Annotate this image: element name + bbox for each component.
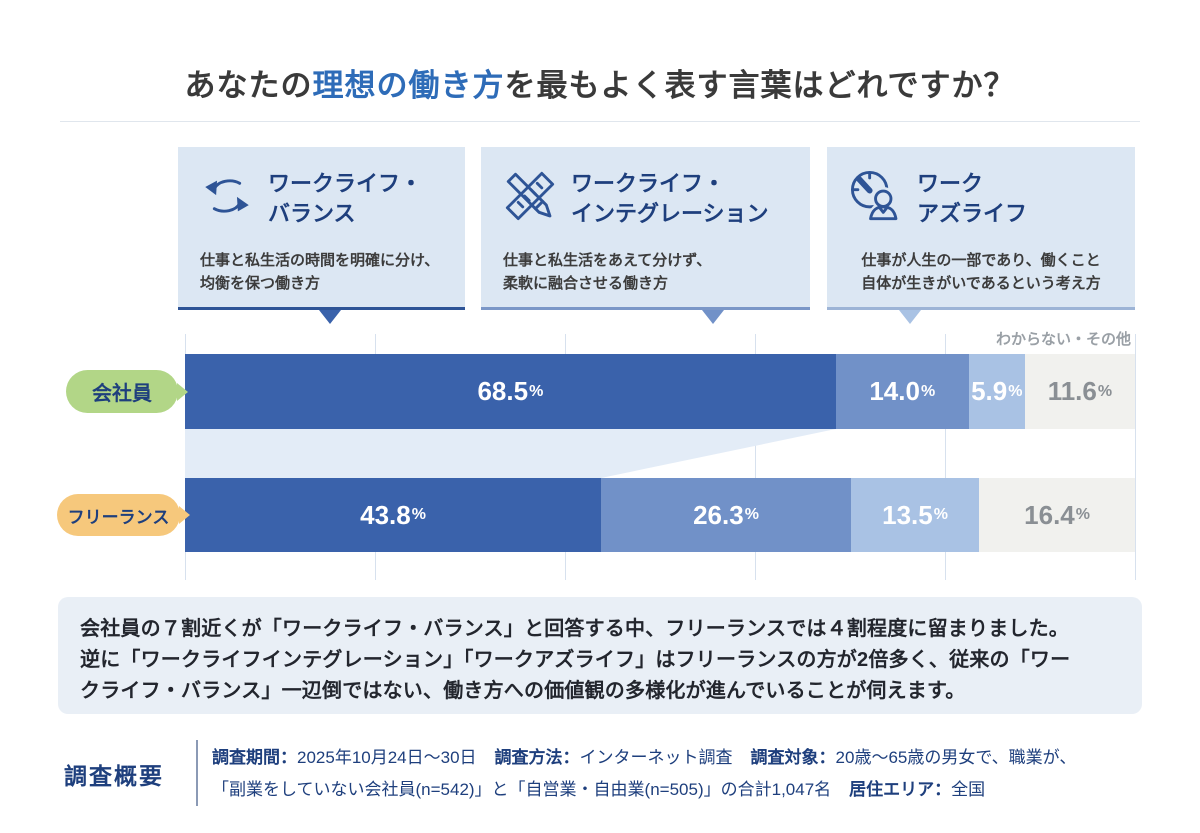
segment-value: 5.9 bbox=[971, 376, 1008, 406]
pencil-ruler-icon bbox=[501, 167, 559, 225]
card-desc-line2: 均衡を保つ働き方 bbox=[200, 275, 321, 293]
card-description: 仕事が人生の一部であり、働くこと 自体が生きがいであるという考え方 bbox=[835, 249, 1127, 296]
bar-segment: 26.3% bbox=[601, 478, 851, 552]
card-title-line1: ワークライフ・ bbox=[268, 171, 423, 196]
title-highlight: 理想の働き方 bbox=[312, 68, 505, 103]
category-card-work-life-balance: ワークライフ・ バランス 仕事と私生活の時間を明確に分け、 均衡を保つ働き方 bbox=[178, 147, 465, 324]
bar-row-freelance: 43.8% 26.3% 13.5% 16.4% bbox=[185, 478, 1135, 552]
page-title: あなたの理想の働き方を最もよく表す言葉はどれですか？ bbox=[0, 60, 1200, 105]
title-suffix: を最もよく表す言葉はどれですか？ bbox=[504, 68, 1016, 103]
gridline bbox=[754, 334, 756, 580]
segment-percent-sign: % bbox=[933, 506, 948, 523]
card-desc-line1: 仕事が人生の一部であり、働くこと bbox=[861, 252, 1101, 269]
card-accent-line bbox=[178, 307, 465, 310]
survey-target-value: 20歳〜65歳の男女で、職業が、 bbox=[835, 748, 1077, 767]
card-description: 仕事と私生活をあえて分けず、 柔軟に融合させる働き方 bbox=[503, 249, 800, 296]
cycle-arrows-icon bbox=[198, 167, 256, 225]
gridline bbox=[944, 334, 946, 580]
bar-segment: 16.4% bbox=[979, 478, 1135, 552]
survey-target-label: 調査対象： bbox=[750, 748, 836, 767]
survey-area-label: 居住エリア： bbox=[849, 779, 952, 799]
survey-sample-value: 「副業をしていない会社員(n=542)」と「自営業・自由業(n=505)」の合計… bbox=[212, 779, 832, 799]
segment-value: 16.4 bbox=[1024, 499, 1075, 530]
card-title-line2: アズライフ bbox=[917, 200, 1028, 226]
bar-segment: 14.0% bbox=[835, 354, 969, 429]
survey-heading: 調査概要 bbox=[64, 763, 164, 789]
card-desc-line2: 柔軟に融合させる働き方 bbox=[503, 275, 669, 293]
survey-line-2: 「副業をしていない会社員(n=542)」と「自営業・自由業(n=505)」の合計… bbox=[212, 774, 1147, 806]
card-title: ワークライフ・ バランス bbox=[268, 169, 422, 228]
clock-person-icon bbox=[847, 167, 905, 225]
summary-box: 会社員の７割近くが「ワークライフ・バランス」と回答する中、フリーランスでは４割程… bbox=[58, 597, 1142, 714]
segment-percent-sign: % bbox=[1097, 382, 1113, 400]
category-card-work-as-life: ワーク アズライフ 仕事が人生の一部であり、働くこと 自体が生きがいであるという… bbox=[827, 147, 1135, 324]
survey-method-label: 調査方法： bbox=[494, 748, 580, 767]
card-pointer-triangle bbox=[702, 310, 724, 324]
survey-divider bbox=[196, 740, 198, 806]
card-title-line1: ワーク bbox=[917, 171, 984, 196]
bar-segment: 13.5% bbox=[850, 478, 980, 552]
card-title: ワーク アズライフ bbox=[917, 169, 1027, 228]
chart-area: わからない・その他 68.5% 14.0% 5.9% 11.6% 43.8% 26.3%… bbox=[184, 331, 1136, 580]
card-description: 仕事と私生活の時間を明確に分け、 均衡を保つ働き方 bbox=[200, 249, 455, 296]
segment-percent-sign: % bbox=[529, 382, 544, 400]
title-divider bbox=[60, 121, 1140, 122]
segment-value: 14.0 bbox=[869, 376, 920, 406]
segment-value: 26.3 bbox=[693, 499, 744, 530]
bar-row-employee: 68.5% 14.0% 5.9% 11.6% bbox=[185, 354, 1135, 429]
card-desc-line1: 仕事と私生活の時間を明確に分け、 bbox=[200, 252, 440, 269]
card-title-line2: インテグレーション bbox=[571, 200, 769, 226]
card-pointer-triangle bbox=[319, 310, 341, 324]
segment-percent-sign: % bbox=[411, 506, 426, 523]
category-card-work-life-integration: ワークライフ・ インテグレーション 仕事と私生活をあえて分けず、 柔軟に融合させ… bbox=[481, 147, 810, 324]
segment-value: 11.6 bbox=[1047, 376, 1097, 406]
survey-area-value: 全国 bbox=[951, 779, 986, 799]
card-desc-line1: 仕事と私生活をあえて分けず、 bbox=[503, 252, 712, 269]
row-label-freelance: フリーランス bbox=[57, 494, 180, 536]
segment-connector-band bbox=[185, 429, 836, 478]
card-pointer-triangle bbox=[899, 310, 921, 324]
bar-segment: 11.6% bbox=[1024, 354, 1135, 429]
gridline bbox=[1134, 334, 1136, 580]
segment-percent-sign: % bbox=[920, 382, 936, 400]
survey-details: 調査期間：2025年10月24日〜30日 調査方法：インターネット調査 調査対象：2… bbox=[212, 742, 1147, 806]
summary-line: クライフ・バランス」一辺倒ではない、働き方への価値観の多様化が進んでいることが伺… bbox=[80, 680, 966, 703]
summary-line: 逆に「ワークライフインテグレーション」「ワークアズライフ」はフリーランスの方が2… bbox=[80, 649, 1071, 672]
segment-percent-sign: % bbox=[1008, 382, 1023, 400]
segment-percent-sign: % bbox=[744, 506, 759, 523]
survey-period-value: 2025年10月24日〜30日 bbox=[297, 748, 477, 767]
card-title-line1: ワークライフ・ bbox=[571, 171, 726, 196]
title-prefix: あなたの bbox=[184, 68, 313, 103]
survey-line-1: 調査期間：2025年10月24日〜30日 調査方法：インターネット調査 調査対象：2… bbox=[212, 742, 1147, 774]
card-desc-line2: 自体が生きがいであるという考え方 bbox=[861, 275, 1101, 293]
survey-method-value: インターネット調査 bbox=[579, 748, 733, 767]
survey-period-label: 調査期間： bbox=[212, 748, 297, 767]
bar-segment: 43.8% bbox=[185, 478, 602, 552]
bar-segment: 5.9% bbox=[968, 354, 1025, 429]
card-title-line2: バランス bbox=[268, 200, 356, 226]
card-title: ワークライフ・ インテグレーション bbox=[571, 169, 769, 228]
segment-value: 43.8 bbox=[360, 499, 411, 530]
summary-line: 会社員の７割近くが「ワークライフ・バランス」と回答する中、フリーランスでは４割程… bbox=[80, 618, 1069, 640]
segment-value: 13.5 bbox=[882, 499, 933, 530]
bar-segment: 68.5% bbox=[185, 354, 836, 429]
row-label-employee: 会社員 bbox=[66, 370, 178, 413]
card-accent-line bbox=[827, 307, 1135, 310]
other-category-label: わからない・その他 bbox=[995, 331, 1131, 348]
segment-value: 68.5 bbox=[477, 376, 529, 406]
card-accent-line bbox=[481, 307, 810, 310]
segment-percent-sign: % bbox=[1075, 506, 1090, 523]
